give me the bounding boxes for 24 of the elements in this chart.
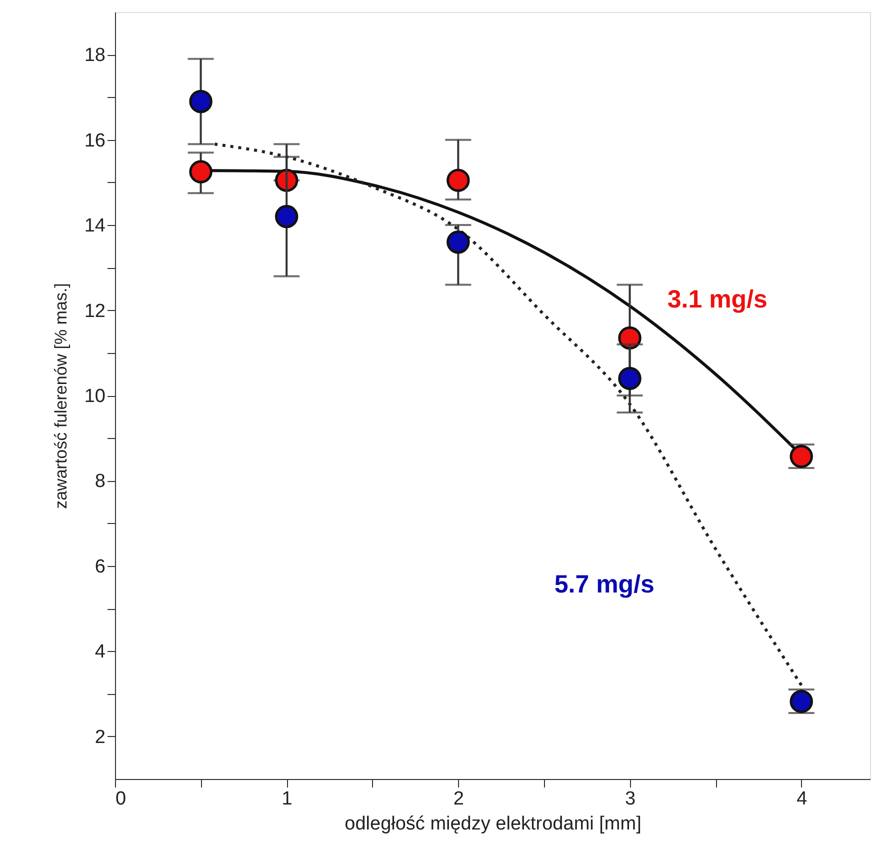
y-tick-label: 10 (84, 386, 106, 407)
x-tick-label: 3 (624, 788, 636, 810)
x-tick-label: 4 (796, 788, 808, 810)
y-tick-label: 16 (84, 130, 106, 152)
y-tick-label: 6 (94, 556, 106, 578)
point (446, 168, 470, 192)
y-tick-label: 2 (94, 726, 106, 748)
series-label: 3.1 mg/s (667, 285, 768, 314)
point (274, 204, 298, 228)
point (618, 366, 642, 390)
point (446, 230, 470, 254)
y-axis-title: zawartość fulerenów [% mas.] (51, 283, 70, 509)
y-tick-label: 4 (94, 642, 106, 663)
y-tick-label: 14 (84, 216, 106, 237)
point (189, 160, 212, 184)
x-axis-title: odległość między elektrodami [mm] (344, 814, 642, 834)
x-tick-label: 1 (282, 788, 292, 810)
x-tick-label: 0 (116, 788, 126, 810)
y-tick-label: 8 (94, 471, 106, 492)
y-tick-label: 18 (84, 45, 106, 66)
x-tick-label: 2 (453, 788, 464, 810)
y-tick-label: 12 (84, 300, 106, 322)
point (189, 90, 212, 114)
text: 5.7 mg/s (554, 570, 654, 598)
